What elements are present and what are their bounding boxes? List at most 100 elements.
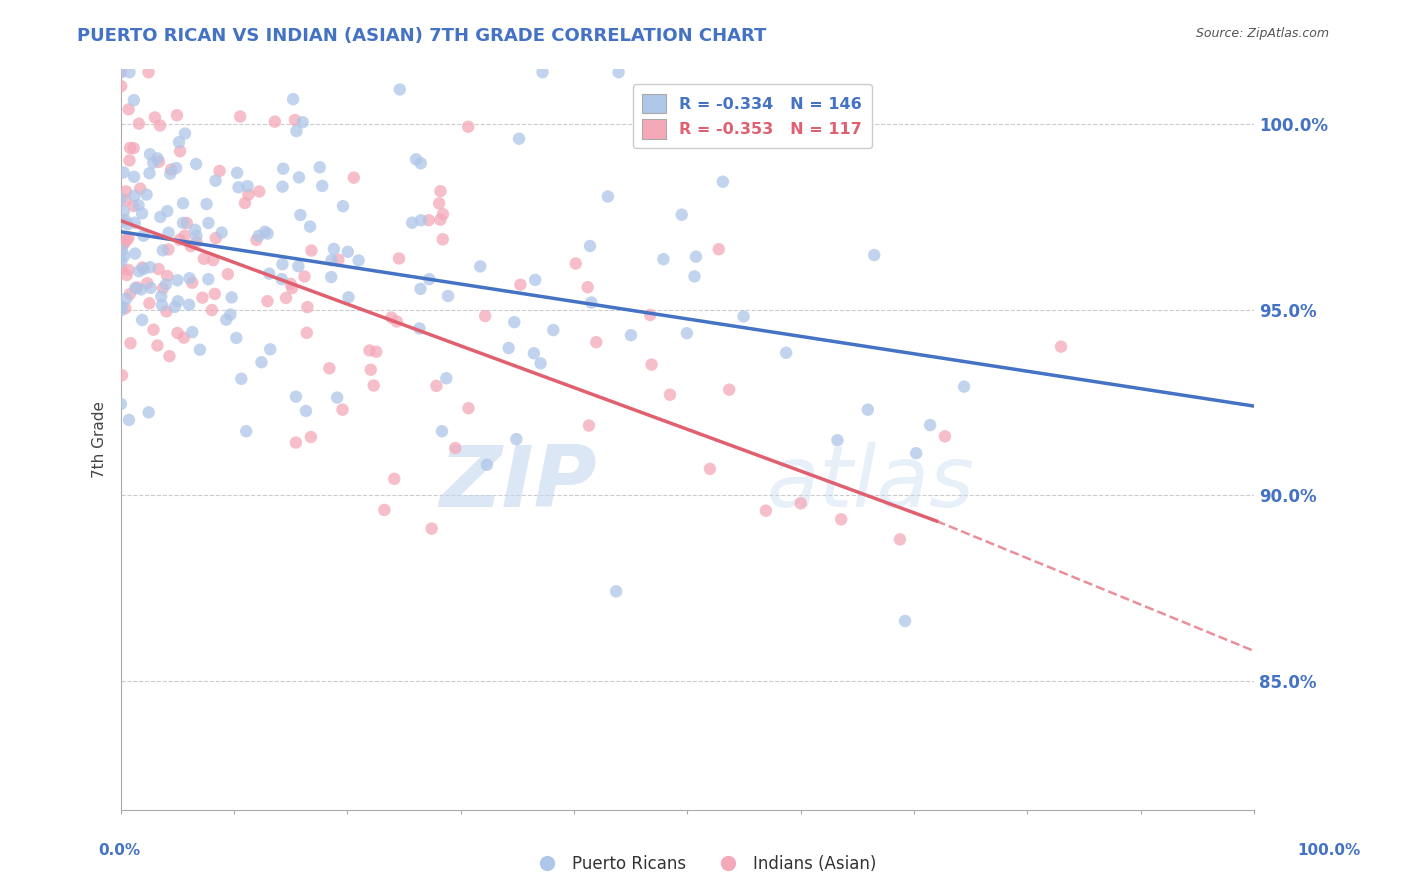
Point: [204, 174, 226, 188]
Point: [202, 253, 225, 268]
Point: [236, 179, 259, 194]
Point: [711, 175, 734, 189]
Point: [111, 238, 134, 252]
Point: [382, 472, 405, 486]
Point: [271, 161, 294, 176]
Point: [238, 187, 260, 202]
Point: [1050, 340, 1073, 354]
Legend: Puerto Ricans, Indians (Asian): Puerto Ricans, Indians (Asian): [523, 848, 883, 880]
Point: [163, 300, 186, 314]
Point: [195, 197, 218, 211]
Point: [179, 271, 201, 285]
Point: [131, 260, 153, 275]
Point: [427, 196, 450, 211]
Point: [115, 292, 138, 306]
Point: [181, 325, 204, 339]
Point: [138, 296, 160, 310]
Point: [321, 253, 343, 268]
Point: [425, 379, 447, 393]
Point: [343, 170, 366, 185]
Point: [122, 199, 145, 213]
Point: [148, 262, 170, 277]
Point: [585, 335, 607, 350]
Point: [253, 225, 276, 239]
Point: [429, 184, 451, 198]
Point: [155, 304, 177, 318]
Point: [830, 512, 852, 526]
Point: [280, 277, 302, 291]
Point: [128, 117, 150, 131]
Point: [186, 235, 208, 249]
Point: [620, 328, 643, 343]
Point: [274, 291, 297, 305]
Point: [174, 127, 197, 141]
Point: [110, 254, 132, 268]
Point: [110, 65, 132, 79]
Point: [229, 110, 252, 124]
Point: [131, 206, 153, 220]
Point: [112, 236, 135, 251]
Point: [363, 378, 385, 392]
Point: [114, 301, 136, 316]
Point: [287, 260, 309, 274]
Point: [152, 281, 174, 295]
Point: [193, 252, 215, 266]
Point: [247, 228, 270, 243]
Point: [225, 331, 247, 345]
Legend: R = -0.334   N = 146, R = -0.353   N = 117: R = -0.334 N = 146, R = -0.353 N = 117: [633, 84, 872, 148]
Point: [934, 429, 956, 443]
Point: [388, 82, 411, 96]
Point: [288, 170, 311, 185]
Point: [605, 584, 627, 599]
Point: [285, 124, 308, 138]
Point: [215, 312, 238, 326]
Point: [149, 119, 172, 133]
Point: [124, 188, 146, 202]
Point: [311, 178, 333, 193]
Point: [111, 244, 134, 258]
Point: [180, 239, 202, 253]
Point: [755, 503, 778, 517]
Point: [132, 261, 155, 276]
Point: [188, 343, 211, 357]
Point: [607, 65, 630, 79]
Point: [186, 228, 208, 243]
Point: [271, 179, 294, 194]
Point: [295, 326, 318, 340]
Point: [290, 208, 312, 222]
Point: [118, 413, 141, 427]
Point: [146, 338, 169, 352]
Point: [259, 343, 281, 357]
Point: [139, 147, 162, 161]
Point: [148, 154, 170, 169]
Point: [166, 108, 188, 122]
Point: [221, 290, 243, 304]
Point: [905, 446, 928, 460]
Point: [271, 257, 294, 271]
Point: [432, 232, 454, 246]
Point: [197, 272, 219, 286]
Point: [160, 162, 183, 177]
Point: [337, 290, 360, 304]
Point: [181, 276, 204, 290]
Point: [128, 264, 150, 278]
Point: [652, 252, 675, 267]
Point: [176, 216, 198, 230]
Point: [420, 522, 443, 536]
Point: [122, 93, 145, 107]
Point: [114, 213, 136, 227]
Point: [173, 228, 195, 243]
Point: [263, 114, 285, 128]
Point: [157, 226, 180, 240]
Point: [326, 391, 349, 405]
Point: [863, 248, 886, 262]
Point: [578, 418, 600, 433]
Point: [233, 196, 256, 211]
Point: [299, 430, 322, 444]
Point: [523, 346, 546, 360]
Point: [505, 432, 527, 446]
Point: [457, 120, 479, 134]
Point: [373, 503, 395, 517]
Point: [284, 390, 307, 404]
Point: [408, 321, 430, 335]
